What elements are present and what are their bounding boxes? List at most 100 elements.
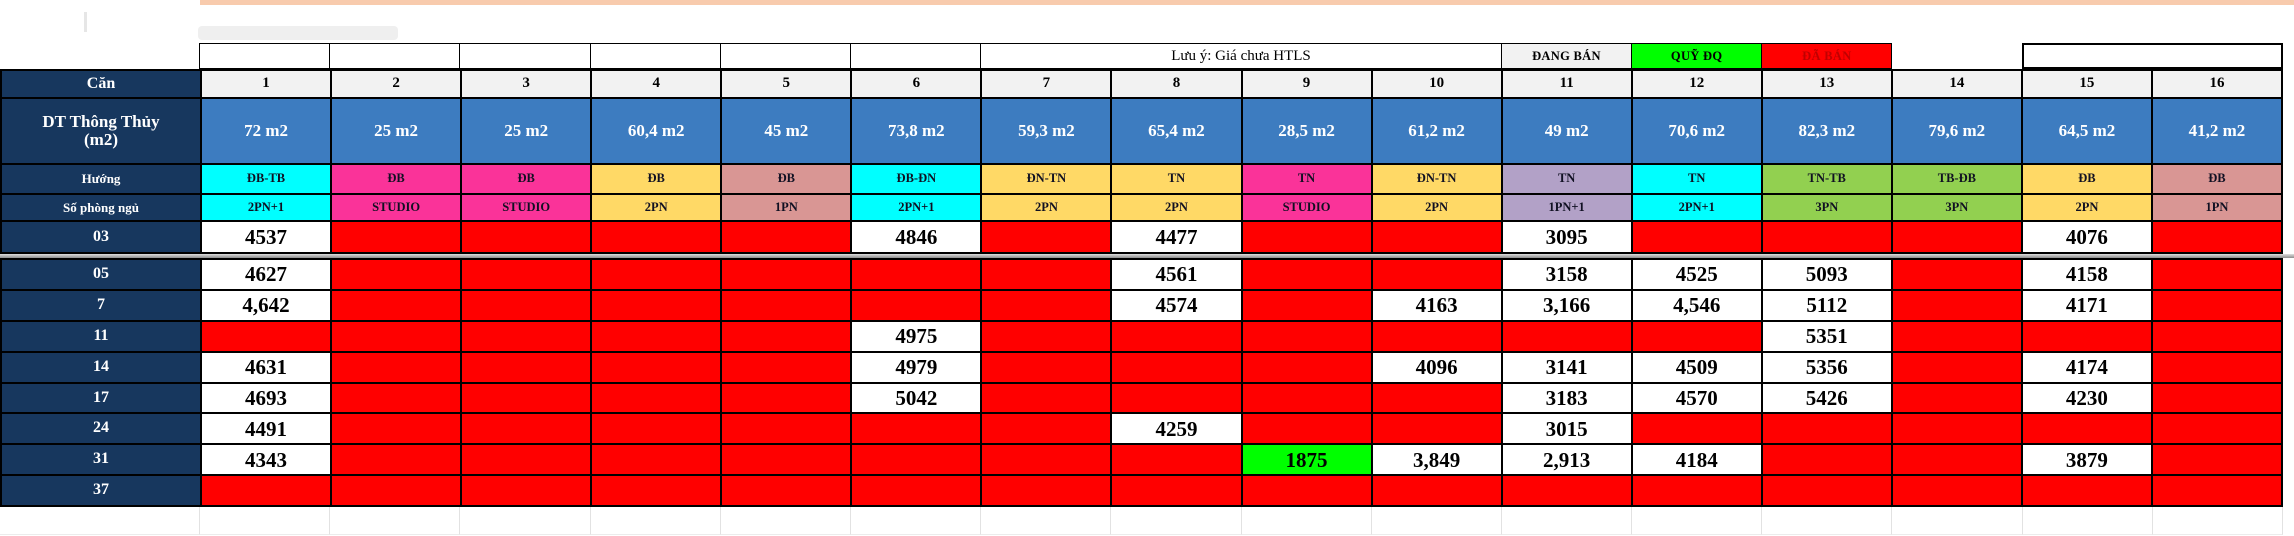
price-cell-sold-17-14[interactable] bbox=[1892, 383, 2021, 413]
price-cell-sold-37-1[interactable] bbox=[202, 476, 331, 505]
bedrooms-cell-10[interactable]: 2PN bbox=[1372, 195, 1501, 220]
price-cell-11-6[interactable]: 4975 bbox=[852, 321, 981, 351]
direction-cell-6[interactable]: ĐB-ĐN bbox=[852, 165, 981, 193]
price-cell-sold-14-2[interactable] bbox=[332, 352, 461, 382]
area-row-label[interactable]: DT Thông Thủy (m2) bbox=[2, 99, 200, 163]
floor-row-label-11[interactable]: 11 bbox=[2, 321, 200, 351]
area-cell-9[interactable]: 28,5 m2 bbox=[1242, 99, 1371, 163]
price-cell-sold-03-7[interactable] bbox=[982, 222, 1111, 252]
unit-column-header-15[interactable]: 15 bbox=[2022, 71, 2151, 97]
price-cell-sold-37-8[interactable] bbox=[1112, 476, 1241, 505]
price-cell-sold-03-10[interactable] bbox=[1372, 222, 1501, 252]
bedrooms-cell-8[interactable]: 2PN bbox=[1112, 195, 1241, 220]
unit-column-header-13[interactable]: 13 bbox=[1762, 71, 1891, 97]
unit-column-header-1[interactable]: 1 bbox=[202, 71, 331, 97]
price-cell-7-12[interactable]: 4,546 bbox=[1632, 290, 1761, 320]
price-cell-31-11[interactable]: 2,913 bbox=[1502, 445, 1631, 475]
area-cell-7[interactable]: 59,3 m2 bbox=[982, 99, 1111, 163]
price-cell-17-15[interactable]: 4230 bbox=[2022, 383, 2151, 413]
price-cell-sold-24-2[interactable] bbox=[332, 414, 461, 444]
price-cell-7-1[interactable]: 4,642 bbox=[202, 290, 331, 320]
price-cell-sold-24-13[interactable] bbox=[1762, 414, 1891, 444]
price-cell-sold-7-2[interactable] bbox=[332, 290, 461, 320]
unit-column-header-8[interactable]: 8 bbox=[1112, 71, 1241, 97]
price-cell-05-13[interactable]: 5093 bbox=[1762, 260, 1891, 289]
price-cell-05-11[interactable]: 3158 bbox=[1502, 260, 1631, 289]
price-cell-sold-17-10[interactable] bbox=[1372, 383, 1501, 413]
price-cell-sold-03-9[interactable] bbox=[1242, 222, 1371, 252]
price-cell-sold-17-7[interactable] bbox=[982, 383, 1111, 413]
floor-row-label-17[interactable]: 17 bbox=[2, 383, 200, 413]
price-cell-sold-05-10[interactable] bbox=[1372, 260, 1501, 289]
unit-column-header-5[interactable]: 5 bbox=[722, 71, 851, 97]
price-cell-17-1[interactable]: 4693 bbox=[202, 383, 331, 413]
unit-column-header-10[interactable]: 10 bbox=[1372, 71, 1501, 97]
price-cell-05-15[interactable]: 4158 bbox=[2022, 260, 2151, 289]
price-cell-sold-31-7[interactable] bbox=[982, 445, 1111, 475]
price-cell-sold-37-3[interactable] bbox=[462, 476, 591, 505]
price-cell-sold-37-7[interactable] bbox=[982, 476, 1111, 505]
price-cell-14-6[interactable]: 4979 bbox=[852, 352, 981, 382]
price-cell-31-1[interactable]: 4343 bbox=[202, 445, 331, 475]
price-cell-sold-03-16[interactable] bbox=[2152, 222, 2281, 252]
price-cell-sold-03-4[interactable] bbox=[592, 222, 721, 252]
price-cell-sold-37-10[interactable] bbox=[1372, 476, 1501, 505]
price-cell-sold-24-14[interactable] bbox=[1892, 414, 2021, 444]
price-cell-sold-31-8[interactable] bbox=[1112, 445, 1241, 475]
price-cell-31-12[interactable]: 4184 bbox=[1632, 445, 1761, 475]
bedrooms-cell-12[interactable]: 2PN+1 bbox=[1632, 195, 1761, 220]
area-cell-11[interactable]: 49 m2 bbox=[1502, 99, 1631, 163]
price-cell-sold-05-9[interactable] bbox=[1242, 260, 1371, 289]
price-cell-31-10[interactable]: 3,849 bbox=[1372, 445, 1501, 475]
area-cell-6[interactable]: 73,8 m2 bbox=[852, 99, 981, 163]
corner-can-header[interactable]: Căn bbox=[2, 71, 200, 97]
bedrooms-cell-9[interactable]: STUDIO bbox=[1242, 195, 1371, 220]
price-cell-sold-11-10[interactable] bbox=[1372, 321, 1501, 351]
price-cell-sold-17-4[interactable] bbox=[592, 383, 721, 413]
price-cell-sold-7-6[interactable] bbox=[852, 290, 981, 320]
price-cell-sold-37-9[interactable] bbox=[1242, 476, 1371, 505]
price-cell-7-10[interactable]: 4163 bbox=[1372, 290, 1501, 320]
empty-header-cell[interactable] bbox=[589, 43, 721, 69]
area-cell-8[interactable]: 65,4 m2 bbox=[1112, 99, 1241, 163]
price-cell-7-8[interactable]: 4574 bbox=[1112, 290, 1241, 320]
area-cell-3[interactable]: 25 m2 bbox=[462, 99, 591, 163]
price-cell-sold-03-5[interactable] bbox=[722, 222, 851, 252]
price-cell-17-12[interactable]: 4570 bbox=[1632, 383, 1761, 413]
floor-row-label-37[interactable]: 37 bbox=[2, 476, 200, 505]
price-cell-sold-37-12[interactable] bbox=[1632, 476, 1761, 505]
empty-header-cell[interactable] bbox=[459, 43, 591, 69]
price-cell-sold-37-2[interactable] bbox=[332, 476, 461, 505]
floor-row-label-31[interactable]: 31 bbox=[2, 445, 200, 475]
area-cell-1[interactable]: 72 m2 bbox=[202, 99, 331, 163]
price-cell-sold-31-13[interactable] bbox=[1762, 445, 1891, 475]
direction-cell-8[interactable]: TN bbox=[1112, 165, 1241, 193]
price-cell-sold-17-3[interactable] bbox=[462, 383, 591, 413]
price-cell-sold-03-13[interactable] bbox=[1762, 222, 1891, 252]
price-cell-sold-11-5[interactable] bbox=[722, 321, 851, 351]
price-cell-sold-14-5[interactable] bbox=[722, 352, 851, 382]
price-cell-sold-05-3[interactable] bbox=[462, 260, 591, 289]
empty-header-cell[interactable] bbox=[849, 43, 982, 69]
direction-cell-3[interactable]: ĐB bbox=[462, 165, 591, 193]
bedrooms-cell-3[interactable]: STUDIO bbox=[462, 195, 591, 220]
price-cell-17-11[interactable]: 3183 bbox=[1502, 383, 1631, 413]
price-cell-sold-37-4[interactable] bbox=[592, 476, 721, 505]
price-cell-sold-7-9[interactable] bbox=[1242, 290, 1371, 320]
bedrooms-cell-5[interactable]: 1PN bbox=[722, 195, 851, 220]
unit-column-header-14[interactable]: 14 bbox=[1892, 71, 2021, 97]
price-cell-03-8[interactable]: 4477 bbox=[1112, 222, 1241, 252]
direction-cell-5[interactable]: ĐB bbox=[722, 165, 851, 193]
bedrooms-cell-1[interactable]: 2PN+1 bbox=[202, 195, 331, 220]
price-cell-sold-11-2[interactable] bbox=[332, 321, 461, 351]
price-cell-sold-05-7[interactable] bbox=[982, 260, 1111, 289]
price-cell-sold-03-12[interactable] bbox=[1632, 222, 1761, 252]
price-cell-14-13[interactable]: 5356 bbox=[1762, 352, 1891, 382]
price-cell-sold-31-3[interactable] bbox=[462, 445, 591, 475]
price-cell-17-13[interactable]: 5426 bbox=[1762, 383, 1891, 413]
price-cell-sold-14-7[interactable] bbox=[982, 352, 1111, 382]
empty-header-cell[interactable] bbox=[199, 43, 331, 69]
area-cell-2[interactable]: 25 m2 bbox=[332, 99, 461, 163]
price-cell-sold-24-16[interactable] bbox=[2152, 414, 2281, 444]
direction-cell-1[interactable]: ĐB-TB bbox=[202, 165, 331, 193]
